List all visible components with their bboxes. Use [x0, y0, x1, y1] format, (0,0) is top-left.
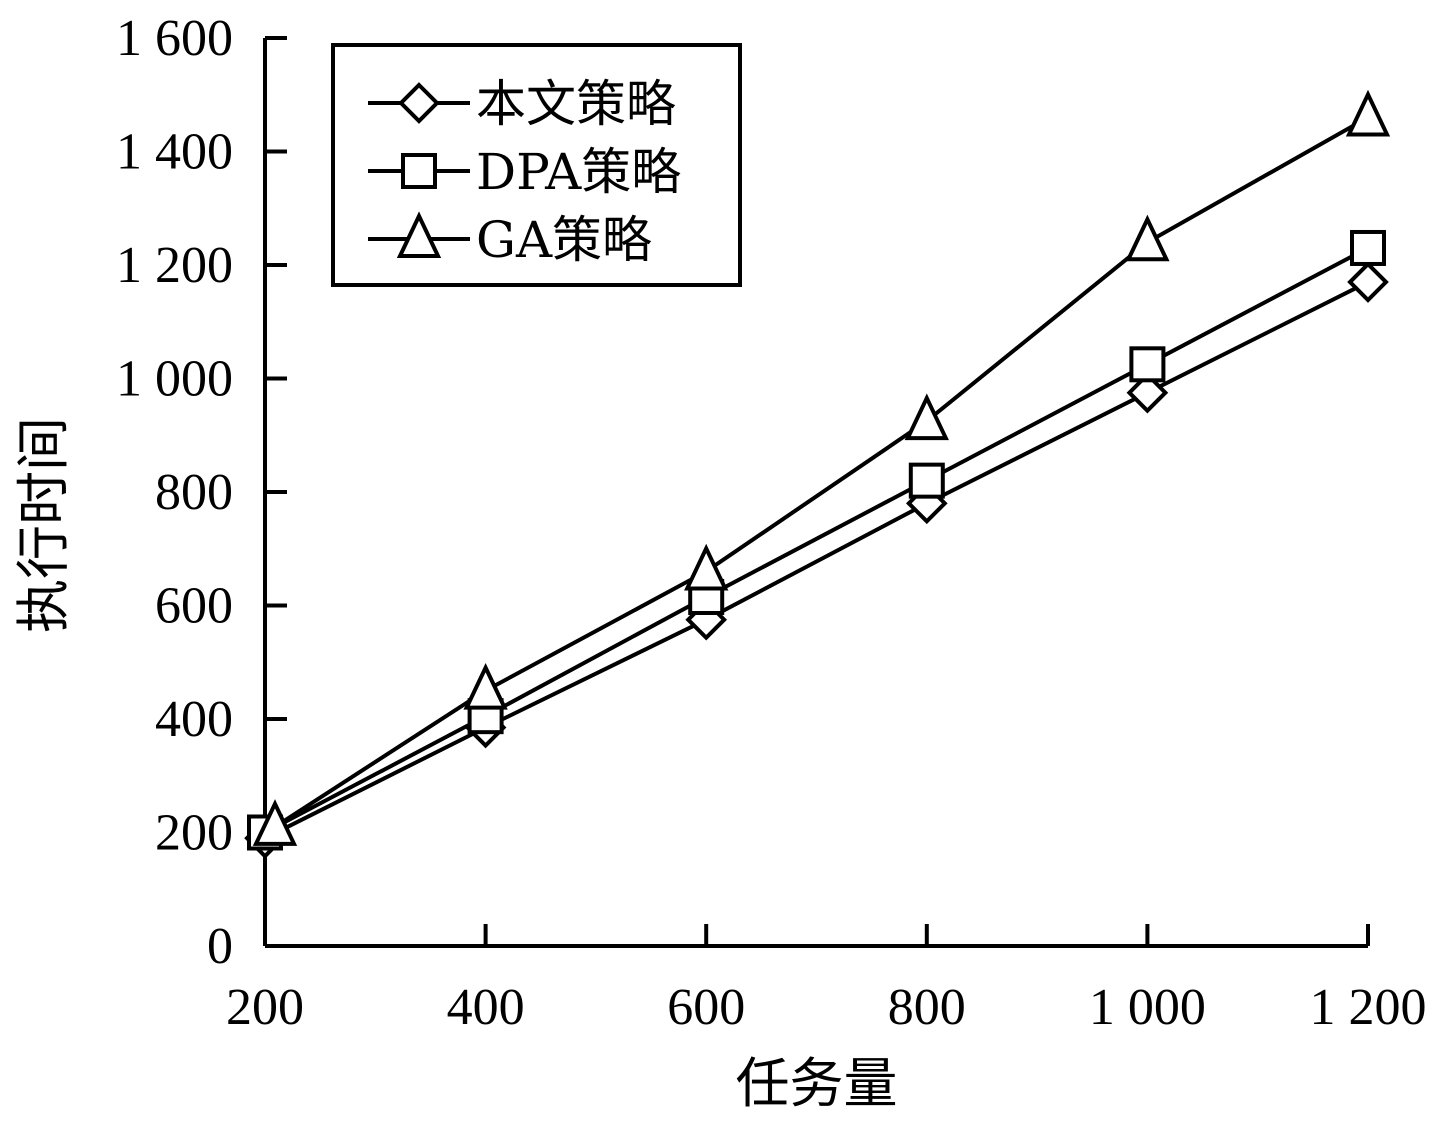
- data-point-triangle: [904, 393, 949, 441]
- x-tick-label: 1 200: [1310, 979, 1427, 1036]
- y-tick-label: 1 400: [116, 124, 233, 181]
- x-tick-label: 400: [447, 979, 525, 1036]
- data-point-diamond: [1347, 261, 1389, 303]
- x-tick-label: 800: [888, 979, 966, 1036]
- x-tick-label: 1 000: [1089, 979, 1206, 1036]
- legend-marker-triangle: [396, 211, 442, 258]
- data-point-square: [1350, 229, 1386, 266]
- y-tick-label: 600: [155, 578, 233, 635]
- y-tick-label: 200: [155, 805, 233, 862]
- data-point-square: [908, 462, 945, 499]
- x-tick-label: 600: [667, 979, 745, 1036]
- series-diamond: [244, 261, 1389, 860]
- data-point-triangle: [1345, 89, 1391, 137]
- y-axis-title: 执行时间: [12, 417, 75, 633]
- y-tick-label: 1 000: [116, 351, 233, 408]
- legend-label: GA策略: [476, 211, 652, 269]
- series-square: [247, 229, 1386, 851]
- legend-label: 本文策略: [476, 75, 676, 133]
- data-point-triangle: [1125, 214, 1170, 262]
- y-tick-label: 400: [155, 691, 233, 748]
- legend: 本文策略 DPA策略 GA策略: [331, 43, 742, 287]
- legend-marker-diamond: [398, 82, 440, 124]
- series-layer: [244, 89, 1391, 860]
- series-triangle: [252, 89, 1391, 846]
- y-tick-label: 800: [155, 464, 233, 521]
- series-line: [273, 115, 1369, 829]
- y-tick-label: 0: [207, 918, 233, 975]
- data-point-triangle: [463, 662, 508, 710]
- data-point-triangle: [252, 799, 298, 846]
- legend-box: [331, 43, 742, 287]
- y-tick-label: 1 200: [116, 237, 233, 294]
- y-tick-label: 1 600: [116, 10, 233, 67]
- data-point-triangle: [684, 543, 729, 591]
- x-tick-label: 200: [226, 979, 304, 1036]
- x-axis-title: 任务量: [736, 1052, 898, 1115]
- data-point-diamond: [1126, 371, 1169, 414]
- data-point-square: [1129, 346, 1166, 383]
- series-line: [264, 246, 1369, 835]
- series-line: [264, 280, 1369, 840]
- legend-label: DPA策略: [476, 143, 681, 201]
- legend-marker-square: [401, 153, 437, 189]
